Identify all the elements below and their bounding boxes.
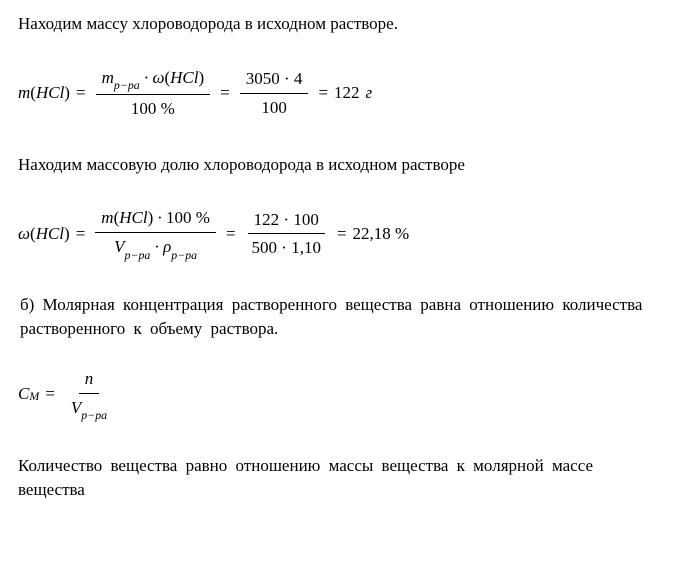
eq1-num-sub: р−ра [114,78,140,92]
eq2-num-hundred: 100 % [166,208,210,227]
eq3-den: Vр−ра [65,394,113,424]
paragraph-molar-intro: б) Молярная концентрация растворенного в… [18,293,668,341]
equation-omega-hcl: ω ( HCl ) = m(HCl) · 100 % Vр−ра · ρр−ра… [18,204,668,263]
eq2-frac1-num: m(HCl) · 100 % [95,204,216,233]
eq2-den-V: V [114,237,124,256]
eq2-paren-close: ) [64,222,70,246]
eq2-lhs-func: ω [18,222,30,246]
eq1-lhs-func: m [18,81,30,105]
eq1-num-dot: · [140,68,153,87]
eq2-lhs-arg: HCl [36,222,64,246]
eq3-den-sub: р−ра [81,408,107,422]
eq2-num-arg: HCl [119,208,147,227]
eq2-equals-1: = [76,222,86,246]
paragraph-amount-intro: Количество вещества равно отношению масс… [18,454,668,502]
eq2-den-sub2: р−ра [171,248,197,262]
equation-cm: CМ = n Vр−ра [18,365,668,424]
eq1-equals-3: = [318,81,328,105]
eq2-num-m: m [101,208,113,227]
eq1-num-m: m [102,68,114,87]
eq1-lhs-arg: HCl [36,81,64,105]
eq2-equals-3: = [337,222,347,246]
eq1-num-omega: ω [152,68,164,87]
eq2-frac2-num: 122 · 100 [248,206,325,235]
paragraph-fraction-intro: Находим массовую долю хлороводорода в ис… [18,153,668,177]
eq2-den-dot: · [150,237,163,256]
eq1-frac-2: 3050 · 4 100 [240,65,309,122]
eq3-frac: n Vр−ра [65,365,113,424]
eq1-equals-2: = [220,81,230,105]
eq2-frac-2: 122 · 100 500 · 1,10 [246,206,327,263]
eq3-den-V: V [71,398,81,417]
eq1-paren-close: ) [64,81,70,105]
eq2-frac2-den: 500 · 1,10 [246,234,327,262]
eq2-equals-2: = [226,222,236,246]
eq1-frac-1: mр−ра · ω(HCl) 100 % [96,64,211,123]
eq3-num: n [79,365,100,394]
eq3-Csub: М [29,388,39,405]
equation-mass-hcl: m ( HCl ) = mр−ра · ω(HCl) 100 % = 3050 … [18,64,668,123]
eq1-num-arg: HCl [170,68,198,87]
eq1-frac2-den: 100 [255,94,293,122]
eq1-frac2-num: 3050 · 4 [240,65,309,94]
eq2-den-sub1: р−ра [124,248,150,262]
eq1-unit: г [366,81,373,105]
eq1-frac1-den: 100 % [125,95,181,123]
eq3-C: C [18,382,29,406]
eq1-num-paren-c: ) [199,68,205,87]
paragraph-mass-intro: Находим массу хлороводорода в исходном р… [18,12,668,36]
eq1-frac1-num: mр−ра · ω(HCl) [96,64,211,95]
eq2-result: 22,18 % [353,222,410,246]
eq3-equals: = [45,382,55,406]
eq2-frac1-den: Vр−ра · ρр−ра [108,233,203,263]
eq1-result: 122 [334,81,360,105]
eq1-equals-1: = [76,81,86,105]
eq2-frac-1: m(HCl) · 100 % Vр−ра · ρр−ра [95,204,216,263]
eq2-num-dot: · [153,208,166,227]
